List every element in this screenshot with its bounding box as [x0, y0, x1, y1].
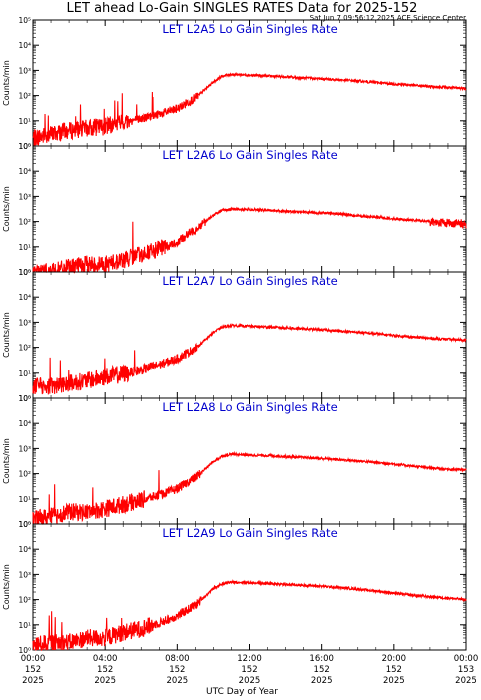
y-tick-label: 10⁵ — [18, 142, 31, 151]
x-tick-time: 20:00 — [382, 654, 407, 664]
x-tick-doy: 152 — [25, 665, 41, 675]
panel-3: 10⁰ 10¹ 10² 10³ 10⁴ 10⁵ Counts/min LET L2A7 Lo … — [2, 268, 467, 403]
x-tick-doy: 153 — [458, 665, 474, 675]
y-tick-label: 10⁴ — [18, 419, 31, 428]
x-tick-doy: 152 — [386, 665, 402, 675]
panel-frame — [32, 397, 467, 525]
x-axis-label: UTC Day of Year — [206, 687, 278, 697]
y-tick-label: 10⁵ — [18, 268, 31, 277]
panel-2: 10⁰ 10¹ 10² 10³ 10⁴ 10⁵ Counts/min LET L2A6 Lo … — [2, 142, 467, 277]
y-tick-label: 10⁵ — [18, 394, 31, 403]
panel-4: 10⁰ 10¹ 10² 10³ 10⁴ 10⁵ Counts/min LET L2A8 Lo … — [2, 394, 467, 529]
y-tick-label: 10⁰ — [18, 646, 31, 655]
y-axis-label: Counts/min — [2, 312, 11, 358]
x-tick-time: 00:00 — [21, 654, 46, 664]
y-tick-label: 10² — [18, 218, 31, 227]
x-tick-time: 16:00 — [309, 654, 334, 664]
y-axis-label: Counts/min — [2, 60, 11, 106]
panels-group: 10⁰ 10¹ 10² 10³ 10⁴ 10⁵ Counts/min LET L2A5 Lo … — [2, 16, 467, 655]
y-tick-label: 10⁰ — [18, 268, 31, 277]
y-tick-label: 10² — [18, 344, 31, 353]
y-tick-label: 10³ — [18, 444, 31, 453]
x-tick-year: 2025 — [383, 676, 405, 686]
panel-title: LET L2A6 Lo Gain Singles Rate — [162, 148, 337, 162]
y-tick-label: 10² — [18, 470, 31, 479]
x-tick-doy: 152 — [241, 665, 257, 675]
y-tick-label: 10⁴ — [18, 41, 31, 50]
panel-frame — [32, 523, 467, 651]
y-tick-label: 10¹ — [18, 117, 31, 126]
panel-title: LET L2A5 Lo Gain Singles Rate — [162, 22, 337, 36]
y-tick-label: 10⁵ — [18, 16, 31, 25]
x-tick-year: 2025 — [311, 676, 333, 686]
panel-title: LET L2A9 Lo Gain Singles Rate — [162, 526, 337, 540]
x-tick-time: 12:00 — [237, 654, 262, 664]
y-tick-label: 10² — [18, 92, 31, 101]
y-tick-label: 10⁴ — [18, 167, 31, 176]
panel-title: LET L2A8 Lo Gain Singles Rate — [162, 400, 337, 414]
y-tick-label: 10⁰ — [18, 520, 31, 529]
y-tick-label: 10³ — [18, 570, 31, 579]
y-tick-label: 10¹ — [18, 243, 31, 252]
panel-title: LET L2A7 Lo Gain Singles Rate — [162, 274, 337, 288]
x-tick-doy: 152 — [169, 665, 185, 675]
x-tick-doy: 152 — [97, 665, 113, 675]
x-tick-doy: 152 — [314, 665, 330, 675]
x-tick-year: 2025 — [22, 676, 44, 686]
x-tick-year: 2025 — [455, 676, 477, 686]
timestamp-label: Sat Jun 7 09:56:12 2025 ACE Science Cent… — [310, 14, 466, 22]
series-line-3 — [32, 322, 467, 395]
y-tick-label: 10⁴ — [18, 545, 31, 554]
y-tick-label: 10⁰ — [18, 142, 31, 151]
panel-5: 10⁰ 10¹ 10² 10³ 10⁴ 10⁵ Counts/min LET L2A9 Lo … — [2, 520, 467, 655]
figure-title: LET ahead Lo-Gain SINGLES RATES Data for… — [67, 1, 418, 16]
y-tick-label: 10¹ — [18, 621, 31, 630]
y-tick-label: 10³ — [18, 192, 31, 201]
x-tick-time: 08:00 — [165, 654, 190, 664]
x-tick-year: 2025 — [239, 676, 261, 686]
y-tick-label: 10³ — [18, 66, 31, 75]
x-tick-time: 04:00 — [93, 654, 118, 664]
y-axis-label: Counts/min — [2, 438, 11, 484]
y-axis-label: Counts/min — [2, 564, 11, 610]
y-tick-label: 10⁰ — [18, 394, 31, 403]
series-line-2 — [32, 206, 467, 274]
y-tick-label: 10⁴ — [18, 293, 31, 302]
x-tick-year: 2025 — [94, 676, 116, 686]
y-tick-label: 10¹ — [18, 369, 31, 378]
series-line-5 — [32, 579, 467, 652]
x-tick-year: 2025 — [167, 676, 189, 686]
y-tick-label: 10⁵ — [18, 520, 31, 529]
x-axis: 00:00152202504:00152202508:00152202512:0… — [21, 654, 479, 686]
y-tick-label: 10¹ — [18, 495, 31, 504]
panel-1: 10⁰ 10¹ 10² 10³ 10⁴ 10⁵ Counts/min LET L2A5 Lo … — [2, 16, 467, 151]
x-tick-time: 00:00 — [454, 654, 479, 664]
y-axis-label: Counts/min — [2, 186, 11, 232]
series-line-1 — [32, 71, 467, 146]
series-line-4 — [32, 450, 467, 525]
y-tick-label: 10³ — [18, 318, 31, 327]
y-tick-label: 10² — [18, 596, 31, 605]
